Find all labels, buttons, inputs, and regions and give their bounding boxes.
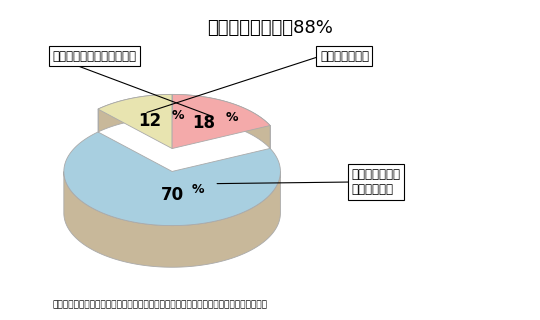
Text: 月経困難症あり：88%: 月経困難症あり：88% <box>207 20 333 37</box>
Text: 鎮痛剤でも日常生活に支障: 鎮痛剤でも日常生活に支障 <box>52 50 136 63</box>
Polygon shape <box>98 94 172 148</box>
Polygon shape <box>64 132 280 226</box>
Polygon shape <box>64 172 280 267</box>
Text: 18: 18 <box>193 115 215 132</box>
Text: %: % <box>192 183 204 196</box>
Text: 月経困難症なし: 月経困難症なし <box>320 50 369 63</box>
Text: %: % <box>172 109 184 122</box>
Polygon shape <box>172 94 270 148</box>
Text: １９９７年厚生省リプロダクティブヘルスからみた子宮内膜症の実態と対策に関する研究: １９９７年厚生省リプロダクティブヘルスからみた子宮内膜症の実態と対策に関する研究 <box>52 300 267 309</box>
Text: %: % <box>226 111 238 124</box>
Polygon shape <box>172 94 270 148</box>
Text: 70: 70 <box>160 186 184 204</box>
Text: 12: 12 <box>139 112 162 130</box>
Text: 月経困難症あり
鎮痛剤で和痛: 月経困難症あり 鎮痛剤で和痛 <box>352 168 401 196</box>
Polygon shape <box>98 94 172 132</box>
